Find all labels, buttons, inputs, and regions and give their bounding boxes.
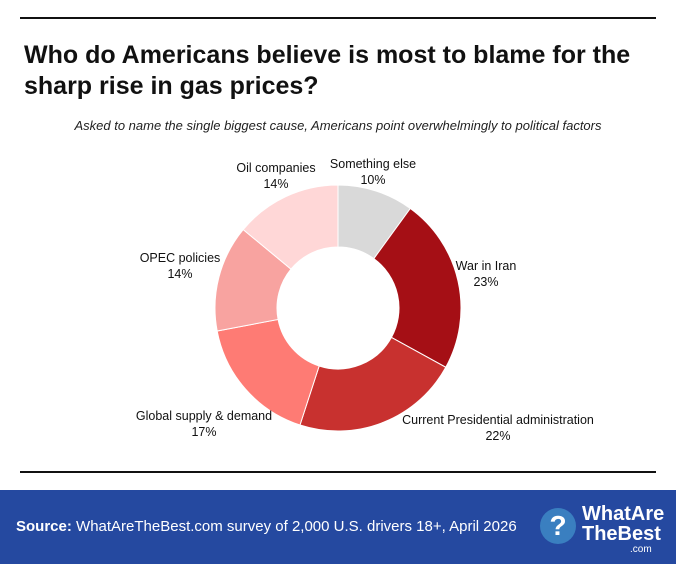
- donut-slice-war-in-iran: [373, 207, 462, 368]
- donut-slice-current-presidential-administration: [299, 336, 447, 432]
- slice-category-label: War in Iran: [456, 259, 517, 273]
- slice-value-label: 14%: [167, 267, 192, 281]
- question-bubble-icon: ?: [540, 508, 576, 544]
- donut-slice-oil-companies: [242, 184, 339, 270]
- slice-category-label: OPEC policies: [140, 251, 221, 265]
- footer-band: Source: WhatAreTheBest.com survey of 2,0…: [0, 490, 676, 564]
- top-rule: [20, 17, 656, 19]
- chart-subtitle: Asked to name the single biggest cause, …: [74, 118, 602, 133]
- slice-value-label: 10%: [360, 173, 385, 187]
- slice-value-label: 23%: [473, 275, 498, 289]
- slice-value-label: 22%: [485, 429, 510, 443]
- slice-value-label: 17%: [191, 425, 216, 439]
- source-text: WhatAreTheBest.com survey of 2,000 U.S. …: [76, 518, 517, 535]
- source-note: Source: WhatAreTheBest.com survey of 2,0…: [16, 518, 517, 535]
- whatarethebest-logo: ? WhatAre TheBest .com: [538, 498, 668, 558]
- logo-text-3: .com: [630, 544, 652, 555]
- logo-text-2: TheBest: [582, 523, 661, 545]
- chart-title: Who do Americans believe is most to blam…: [24, 41, 631, 100]
- bottom-rule: [20, 471, 656, 473]
- slice-category-label: Oil companies: [236, 161, 315, 175]
- logo-text-1: WhatAre: [582, 503, 665, 525]
- slice-category-label: Something else: [330, 157, 416, 171]
- source-label: Source:: [16, 518, 72, 535]
- donut-chart: Something else 10% War in Iran 23% Current P…: [136, 157, 594, 443]
- slice-category-label: Global supply & demand: [136, 409, 272, 423]
- slice-category-label: Current Presidential administration: [402, 413, 594, 427]
- slice-value-label: 14%: [263, 177, 288, 191]
